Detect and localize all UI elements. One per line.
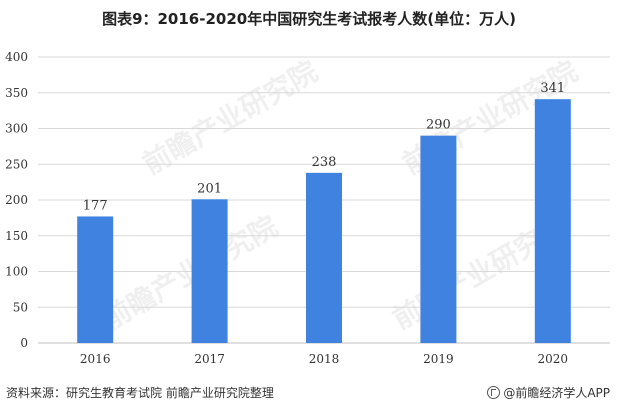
y-tick-label: 200: [5, 193, 28, 207]
y-tick-label: 350: [5, 86, 28, 100]
brand-text: @前瞻经济学人APP: [503, 386, 610, 400]
y-tick-label: 400: [5, 50, 28, 64]
watermark-text: 前瞻产业研究院: [137, 54, 323, 181]
chart-title: 图表9：2016-2020年中国研究生考试报考人数(单位：万人): [102, 10, 516, 28]
watermark-text: 前瞻产业研究院: [97, 209, 283, 336]
y-tick-label: 300: [5, 122, 28, 136]
brand-logo-icon: [487, 386, 501, 399]
bar: [420, 135, 457, 343]
y-tick-label: 50: [13, 300, 28, 314]
bar: [191, 199, 228, 343]
x-tick-label: 2020: [538, 352, 569, 366]
y-tick-label: 250: [5, 157, 28, 171]
data-label: 201: [197, 181, 222, 196]
bar: [306, 172, 342, 343]
data-label: 238: [312, 155, 337, 170]
y-tick-label: 150: [5, 229, 28, 243]
bars: [77, 99, 571, 343]
source-note: 资料来源：研究生教育考试院 前瞻产业研究院整理: [6, 386, 274, 400]
bar: [77, 216, 114, 343]
bar: [534, 99, 571, 343]
data-label: 341: [540, 81, 565, 96]
data-labels: 177 201 238 290 341: [83, 81, 565, 213]
data-label: 177: [83, 198, 108, 213]
y-tick-label: 0: [20, 336, 28, 350]
data-label: 290: [426, 118, 451, 133]
y-tick-label: 100: [5, 265, 28, 279]
x-axis-ticks: 2016 2017 2018 2019 2020: [80, 352, 568, 366]
brand-credit: @前瞻经济学人APP: [487, 384, 610, 401]
x-tick-label: 2017: [194, 352, 225, 366]
y-axis-ticks: 0 50 100 150 200 250 300 350 400: [5, 50, 28, 350]
x-tick-label: 2018: [309, 352, 340, 366]
x-tick-label: 2019: [423, 352, 454, 366]
x-tick-label: 2016: [80, 352, 111, 366]
